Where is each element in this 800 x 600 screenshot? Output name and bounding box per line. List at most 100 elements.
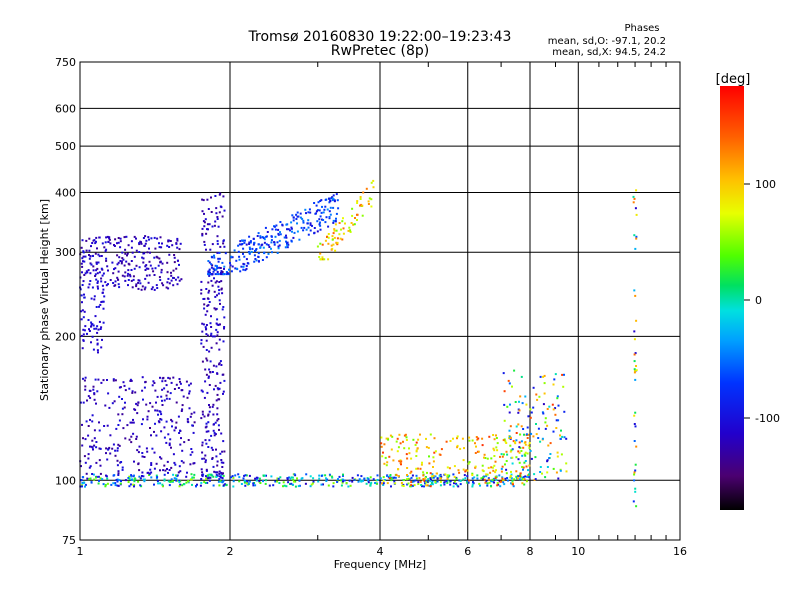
data-point: [634, 352, 637, 355]
data-point: [103, 246, 106, 249]
data-point: [223, 379, 226, 382]
data-point: [321, 218, 323, 221]
data-point: [108, 446, 111, 449]
data-point: [290, 239, 293, 242]
data-point: [106, 379, 108, 381]
data-point: [101, 291, 104, 294]
data-point: [293, 473, 296, 476]
data-point: [92, 348, 95, 351]
data-point: [318, 474, 321, 477]
data-point: [633, 353, 636, 356]
data-point: [265, 235, 268, 238]
data-point: [293, 231, 296, 234]
data-point: [342, 474, 344, 477]
data-point: [382, 476, 385, 479]
data-point: [189, 453, 192, 456]
data-point: [495, 478, 498, 481]
data-point: [146, 251, 149, 254]
data-point: [205, 339, 208, 342]
data-point: [96, 349, 99, 352]
data-point: [509, 444, 512, 447]
data-point: [290, 221, 293, 224]
data-point: [144, 265, 147, 268]
data-point: [338, 233, 341, 236]
data-point: [411, 474, 414, 477]
data-point: [139, 477, 142, 480]
data-point: [522, 446, 525, 449]
data-point: [155, 284, 158, 287]
data-point: [176, 259, 179, 262]
data-point: [425, 484, 428, 487]
data-point: [526, 475, 529, 478]
data-point: [121, 251, 124, 254]
data-point: [336, 199, 339, 202]
data-point: [96, 325, 99, 328]
data-point: [98, 320, 101, 323]
data-point: [537, 437, 540, 439]
data-point: [218, 470, 221, 473]
data-point: [206, 198, 209, 201]
data-point: [524, 460, 527, 462]
data-point: [263, 238, 266, 241]
data-point: [90, 445, 93, 448]
data-point: [179, 470, 182, 473]
data-point: [290, 476, 293, 479]
data-point: [257, 232, 260, 235]
data-point: [296, 230, 299, 233]
data-point: [239, 240, 242, 243]
data-point: [87, 286, 90, 289]
data-point: [165, 441, 168, 444]
data-point: [148, 474, 151, 476]
data-point: [400, 463, 402, 466]
data-point: [342, 480, 344, 483]
data-point: [399, 442, 402, 445]
data-point: [96, 342, 99, 345]
data-point: [151, 267, 154, 270]
data-point: [103, 425, 106, 427]
data-point: [509, 475, 512, 477]
data-point: [464, 470, 467, 473]
data-point: [154, 247, 157, 250]
data-point: [163, 464, 166, 467]
data-point: [434, 450, 437, 453]
data-point: [515, 475, 518, 478]
data-point: [498, 474, 501, 477]
colorbar-unit: [deg]: [716, 72, 751, 87]
data-point: [203, 396, 206, 399]
data-point: [130, 260, 133, 262]
data-point: [178, 248, 181, 251]
data-point: [206, 304, 209, 307]
data-point: [522, 476, 525, 479]
data-point: [86, 399, 88, 402]
data-point: [219, 452, 222, 455]
data-point: [218, 211, 221, 214]
data-point: [354, 217, 356, 219]
data-point: [448, 467, 451, 470]
data-point: [132, 275, 135, 278]
data-point: [176, 239, 179, 242]
data-point: [490, 457, 493, 460]
data-point: [286, 242, 289, 245]
data-point: [216, 387, 219, 390]
data-point: [397, 475, 400, 478]
data-point: [178, 432, 181, 434]
data-point: [222, 392, 224, 395]
data-point: [462, 478, 465, 481]
data-point: [248, 480, 251, 483]
data-point: [277, 245, 280, 248]
data-point: [240, 483, 243, 485]
data-point: [423, 479, 426, 482]
data-point: [380, 436, 383, 439]
data-point: [168, 469, 171, 471]
data-point: [91, 242, 94, 244]
data-point: [212, 403, 215, 406]
data-point: [493, 481, 495, 484]
data-point: [522, 478, 525, 481]
data-point: [244, 479, 247, 482]
data-point: [283, 484, 286, 487]
data-point: [133, 408, 136, 411]
x-axis-label: Frequency [MHz]: [334, 558, 426, 571]
data-point: [195, 485, 197, 488]
data-point: [232, 485, 235, 488]
data-point: [177, 415, 180, 418]
